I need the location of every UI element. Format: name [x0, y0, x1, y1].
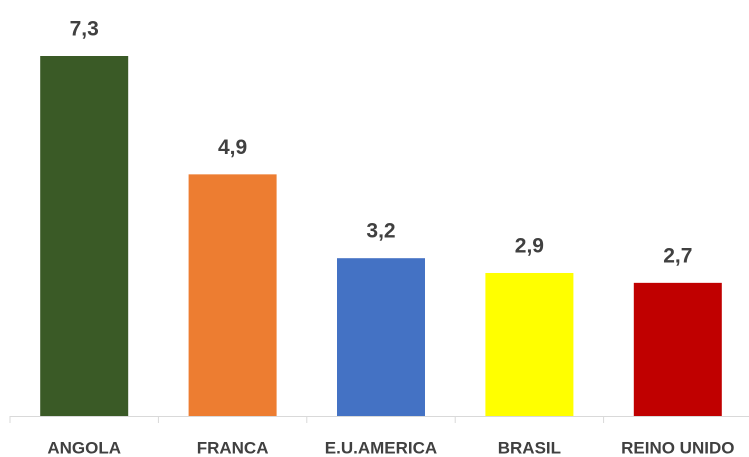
x-tick-label: ANGOLA: [47, 438, 121, 457]
bar: [188, 174, 277, 416]
x-tick-label: E.U.AMERICA: [325, 438, 437, 457]
data-label: 4,9: [218, 136, 247, 159]
data-label: 2,9: [515, 235, 544, 258]
bar: [633, 282, 722, 416]
data-label: 2,7: [663, 244, 692, 267]
x-tick-label: BRASIL: [498, 438, 561, 457]
bar: [485, 272, 574, 416]
data-label: 3,2: [366, 220, 395, 243]
bar: [337, 258, 425, 416]
x-tick-label: REINO UNIDO: [621, 438, 734, 457]
bar: [40, 56, 129, 416]
data-label: 7,3: [70, 18, 99, 41]
x-tick-label: FRANCA: [197, 438, 269, 457]
